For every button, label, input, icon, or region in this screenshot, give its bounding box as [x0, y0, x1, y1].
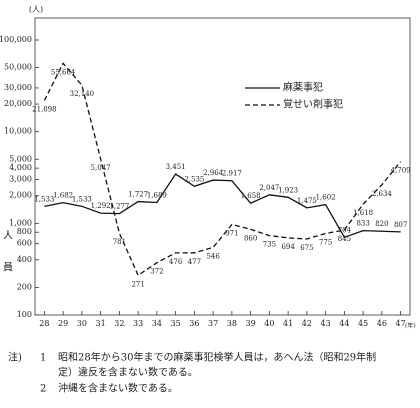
x-unit: (年) [405, 322, 416, 330]
note-text: 沖縄を含まない数である。 [58, 382, 178, 395]
x-tick-label: 38 [227, 319, 237, 328]
plot-frame [34, 17, 411, 316]
data-label: 271 [131, 280, 144, 288]
note-text: 昭和28年から30年までの麻薬事犯検挙人員は，あへん法（昭和29年制 [58, 351, 376, 364]
x-tick-label: 37 [208, 319, 218, 328]
x-tick-label: 43 [321, 319, 331, 328]
data-label: 4,709 [391, 167, 411, 175]
data-label: 1,475 [297, 197, 317, 205]
series-line [44, 173, 401, 239]
data-label: 1,923 [278, 186, 298, 194]
y-tick-label: 100,000 [0, 35, 32, 44]
y-tick-label: 800 [17, 227, 32, 236]
data-label: 860 [244, 234, 257, 242]
data-label: 1,689 [147, 191, 167, 199]
data-label: 3,451 [166, 163, 186, 171]
data-label: 21,898 [32, 105, 57, 113]
y-unit: (人) [29, 5, 43, 14]
data-label: 775 [319, 238, 332, 246]
x-tick-label: 44 [339, 319, 349, 328]
y-tick-label: 20,000 [4, 99, 32, 108]
x-tick-label: 31 [96, 319, 106, 328]
x-tick-label: 41 [283, 319, 293, 328]
data-label: 735 [263, 241, 276, 249]
y-tick-label: 1,000 [9, 218, 32, 227]
data-label: 1,618 [353, 209, 373, 217]
x-tick-label: 34 [152, 319, 162, 328]
x-tick-label: 36 [189, 319, 199, 328]
note-number: 2 [40, 384, 46, 395]
data-label: 476 [169, 258, 183, 266]
y-axis-label: 人 [3, 230, 13, 242]
note-number: 1 [40, 353, 46, 364]
x-tick-label: 42 [302, 319, 312, 328]
data-label: 2,964 [203, 169, 224, 177]
data-label: 781 [113, 238, 126, 246]
data-label: 2,917 [222, 170, 242, 178]
data-label: 1,292 [91, 202, 111, 210]
y-tick-label: 400 [17, 255, 32, 264]
y-tick-label: 3,000 [9, 175, 32, 184]
data-label: 675 [300, 244, 313, 252]
x-tick-label: 47 [396, 319, 406, 328]
y-tick-label: 10,000 [4, 127, 32, 136]
y-tick-label: 4,000 [9, 163, 32, 172]
data-label: 372 [150, 268, 163, 276]
x-tick-label: 32 [114, 319, 124, 328]
notes-label: 注) [8, 351, 22, 364]
data-label: 2,047 [259, 184, 279, 192]
data-label: 477 [188, 258, 201, 266]
y-tick-label: 50,000 [4, 63, 32, 72]
data-label: 1,658 [241, 192, 261, 200]
data-label: 32,140 [70, 90, 95, 98]
y-tick-label: 30,000 [4, 83, 32, 92]
y-tick-label: 5,000 [9, 154, 32, 163]
data-label: 845 [338, 235, 351, 243]
data-label: 2,535 [184, 175, 204, 183]
data-label: 546 [206, 252, 220, 260]
data-label: 1,533 [34, 195, 54, 203]
data-label: 694 [281, 243, 295, 251]
data-label: 1,727 [128, 191, 148, 199]
legend-label: 覚せい剤事犯 [283, 98, 343, 111]
data-label: 55,664 [51, 68, 76, 76]
y-tick-label: 200 [17, 282, 32, 291]
x-tick-label: 39 [246, 319, 256, 328]
data-label: 1,602 [316, 194, 336, 202]
y-axis-label: 員 [3, 262, 13, 274]
y-tick-label: 100 [17, 310, 32, 319]
legend-label: 麻薬事犯 [283, 81, 323, 94]
x-tick-label: 46 [377, 319, 387, 328]
y-tick-label: 600 [17, 239, 32, 248]
data-label: 1,277 [109, 203, 129, 211]
data-label: 2,634 [372, 190, 393, 198]
x-tick-label: 40 [264, 319, 274, 328]
data-label: 833 [356, 220, 369, 228]
note-text: 定）違反を含まない数である。 [58, 366, 198, 379]
data-label: 971 [225, 230, 238, 238]
data-label: 5,047 [91, 164, 111, 172]
x-tick-label: 45 [358, 319, 368, 328]
x-tick-label: 30 [77, 319, 87, 328]
data-label: 807 [394, 221, 407, 229]
x-tick-label: 29 [58, 319, 68, 328]
data-label: 820 [375, 220, 388, 228]
x-tick-label: 35 [171, 319, 181, 328]
x-tick-label: 28 [39, 319, 49, 328]
x-tick-label: 33 [133, 319, 143, 328]
data-label: 1,682 [53, 192, 73, 200]
data-label: 1,533 [72, 195, 92, 203]
y-tick-label: 2,000 [9, 191, 32, 200]
